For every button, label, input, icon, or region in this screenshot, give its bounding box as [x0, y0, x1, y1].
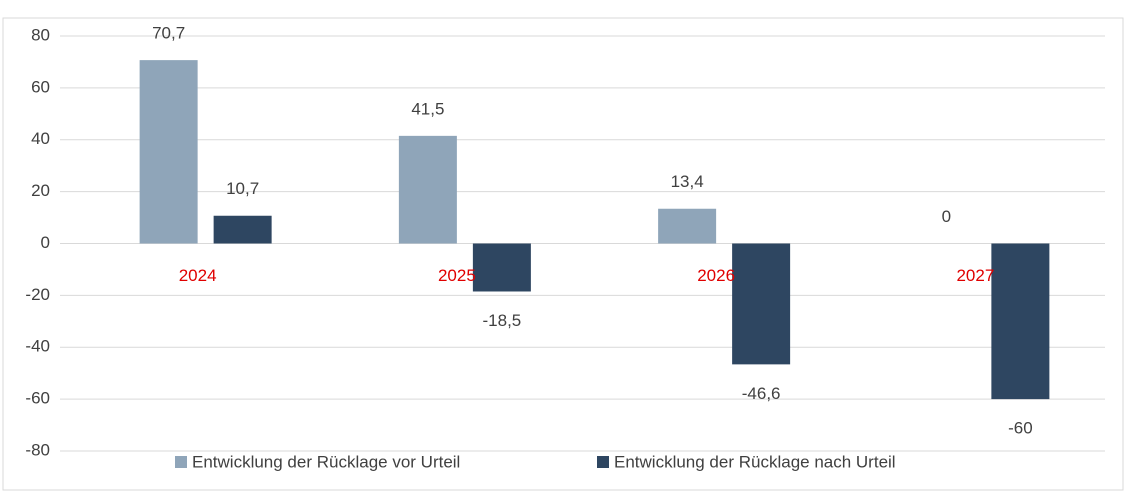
data-label: 0 [942, 207, 951, 226]
y-tick-label: 40 [31, 129, 50, 148]
legend-swatch [597, 456, 609, 468]
y-tick-label: -80 [25, 440, 50, 459]
data-label: 41,5 [411, 99, 444, 118]
bar [398, 135, 457, 244]
data-label: -46,6 [742, 384, 781, 403]
x-tick-label: 2025 [438, 266, 476, 285]
legend-swatch [175, 456, 187, 468]
y-tick-label: 60 [31, 77, 50, 96]
y-tick-label: -20 [25, 285, 50, 304]
y-tick-label: 0 [41, 233, 50, 252]
bar [991, 243, 1050, 400]
bar [213, 215, 272, 244]
data-label: -60 [1008, 419, 1033, 438]
legend-label: Entwicklung der Rücklage vor Urteil [192, 452, 460, 471]
y-tick-label: -60 [25, 389, 50, 408]
bar [658, 208, 717, 244]
y-tick-label: 80 [31, 25, 50, 44]
bar [732, 243, 791, 365]
x-tick-label: 2024 [179, 266, 217, 285]
data-label: -18,5 [483, 311, 522, 330]
bar [139, 60, 198, 244]
bar [472, 243, 531, 292]
x-tick-label: 2027 [956, 266, 994, 285]
legend-label: Entwicklung der Rücklage nach Urteil [614, 452, 896, 471]
y-tick-label: 20 [31, 181, 50, 200]
x-tick-label: 2026 [697, 266, 735, 285]
data-label: 70,7 [152, 24, 185, 43]
y-tick-label: -40 [25, 337, 50, 356]
chart-frame [2, 17, 1124, 491]
data-label: 13,4 [671, 172, 704, 191]
data-label: 10,7 [226, 179, 259, 198]
